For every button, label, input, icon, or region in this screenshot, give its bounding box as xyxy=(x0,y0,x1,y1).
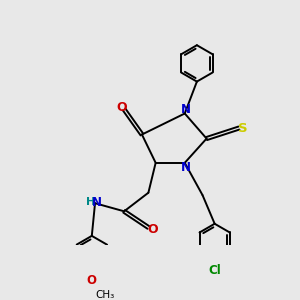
Text: O: O xyxy=(147,223,158,236)
Text: H: H xyxy=(86,197,95,207)
Text: CH₃: CH₃ xyxy=(95,290,115,300)
Text: N: N xyxy=(181,161,191,174)
Text: O: O xyxy=(87,274,97,287)
Text: N: N xyxy=(92,196,102,208)
Text: O: O xyxy=(116,100,127,113)
Text: N: N xyxy=(181,103,191,116)
Text: S: S xyxy=(238,122,248,135)
Text: Cl: Cl xyxy=(208,264,221,277)
